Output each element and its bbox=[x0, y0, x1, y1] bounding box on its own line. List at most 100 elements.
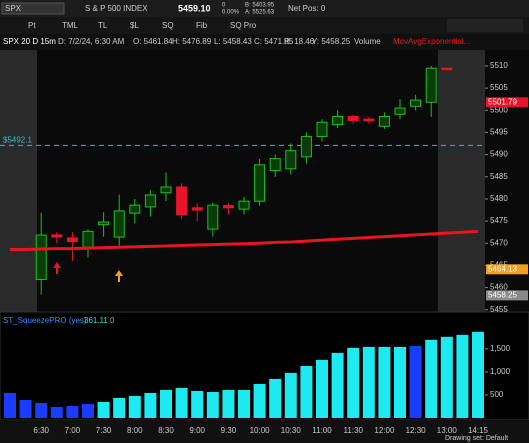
indicator-title: ST_SqueezePRO (yes) bbox=[3, 316, 87, 325]
signal-arrow bbox=[115, 270, 123, 282]
histogram-bar bbox=[347, 347, 360, 418]
x-tick-label: 14:15 bbox=[468, 426, 489, 435]
y-tick-label: 5490 bbox=[490, 150, 508, 159]
price-marker bbox=[486, 264, 528, 275]
candle-body bbox=[300, 135, 312, 158]
x-tick-label: 11:30 bbox=[343, 426, 363, 435]
y-tick-label: 5505 bbox=[490, 83, 508, 92]
histogram-bar bbox=[238, 389, 250, 418]
y-tick-label: 1,500 bbox=[490, 344, 511, 353]
net-pos: Net Pos: 0 bbox=[288, 4, 326, 13]
histogram-bar bbox=[128, 395, 141, 418]
y-tick-label: 5455 bbox=[490, 305, 508, 314]
drawing-set: Drawing set: Default bbox=[445, 435, 508, 442]
histogram-bar bbox=[144, 392, 157, 418]
y-tick-label: 5495 bbox=[490, 128, 508, 137]
premarket-shade bbox=[0, 50, 37, 312]
candle-body bbox=[113, 210, 125, 238]
histogram-bar bbox=[472, 331, 484, 418]
x-tick-label: 10:30 bbox=[281, 426, 302, 435]
x-tick-label: 9:00 bbox=[189, 426, 205, 435]
open: O: 5461.84 bbox=[133, 37, 173, 46]
symbol: SPX bbox=[5, 4, 22, 13]
signal-arrow bbox=[53, 262, 61, 274]
x-tick-label: 12:30 bbox=[406, 426, 427, 435]
candle-body bbox=[35, 234, 47, 280]
x-tick-label: 8:00 bbox=[127, 426, 143, 435]
indicator-readout: 0 bbox=[110, 316, 115, 325]
histogram-bar bbox=[35, 402, 48, 418]
candle-body bbox=[129, 204, 141, 214]
date: D: 7/2/24, 6:30 AM bbox=[58, 37, 125, 46]
range: R: 18.46 bbox=[284, 37, 315, 46]
close: C: 5471.85 bbox=[254, 37, 294, 46]
price-marker bbox=[486, 97, 528, 108]
histogram-bar bbox=[362, 346, 375, 418]
candle-body bbox=[82, 230, 94, 248]
histogram-bar bbox=[425, 339, 438, 418]
candle-body bbox=[316, 121, 328, 137]
y-tick-label: 500 bbox=[490, 390, 504, 399]
candle-body bbox=[394, 107, 406, 115]
tools-bar bbox=[0, 17, 529, 34]
histogram-bar bbox=[300, 365, 313, 418]
candle-body bbox=[66, 237, 78, 243]
price-marker-label: 5501.79 bbox=[488, 97, 517, 106]
histogram-bar bbox=[66, 405, 79, 418]
tool-button[interactable]: TL bbox=[98, 21, 108, 30]
histogram-bar bbox=[4, 392, 16, 418]
candle-body bbox=[207, 204, 219, 230]
level-label: $5492.1 bbox=[3, 135, 32, 144]
window-buttons[interactable] bbox=[447, 19, 523, 32]
y-tick-label: 5485 bbox=[490, 172, 508, 181]
histogram-bar bbox=[394, 346, 406, 418]
x-tick-label: 9:30 bbox=[221, 426, 237, 435]
chart-name: SPX 20 D 15m bbox=[3, 37, 56, 46]
histogram-bar bbox=[409, 345, 422, 418]
tool-button[interactable]: SQ bbox=[162, 21, 174, 30]
candle-body bbox=[441, 67, 453, 71]
candle-body bbox=[176, 186, 188, 216]
y-tick-label: 1,000 bbox=[490, 367, 511, 376]
price-marker-label: 5458.25 bbox=[488, 290, 517, 299]
candle-body bbox=[51, 234, 63, 238]
tool-button[interactable]: $L bbox=[130, 21, 139, 30]
candle-body bbox=[144, 194, 156, 208]
histogram-bar bbox=[440, 336, 453, 418]
volume: Volume bbox=[354, 37, 381, 46]
y-tick-label: 5460 bbox=[490, 283, 508, 292]
histogram-bar bbox=[222, 389, 235, 418]
tool-button[interactable]: Pt bbox=[28, 21, 36, 30]
study: MovAvgExponential... bbox=[393, 37, 470, 46]
tool-button[interactable]: TML bbox=[62, 21, 79, 30]
candle-body bbox=[160, 186, 172, 194]
prev: Y: 5458.25 bbox=[312, 37, 351, 46]
candle-body bbox=[332, 115, 344, 125]
candle-body bbox=[425, 67, 437, 103]
candle-body bbox=[285, 150, 297, 170]
tool-button[interactable]: Fib bbox=[196, 21, 208, 30]
x-tick-label: 8:30 bbox=[158, 426, 174, 435]
candle-body bbox=[363, 118, 375, 122]
histogram-bar bbox=[269, 378, 282, 418]
y-tick-label: 5500 bbox=[490, 105, 508, 114]
candle-body bbox=[191, 207, 203, 211]
candle-body bbox=[347, 115, 359, 121]
ask: A: 5525.63 bbox=[245, 10, 275, 16]
candle-body bbox=[254, 164, 266, 202]
histogram-bar bbox=[456, 334, 469, 418]
y-tick-label: 5510 bbox=[490, 61, 508, 70]
y-tick-label: 5470 bbox=[490, 238, 508, 247]
x-tick-label: 13:00 bbox=[437, 426, 458, 435]
histogram-bar bbox=[316, 359, 328, 418]
symbol-input[interactable] bbox=[1, 2, 65, 15]
histogram-bar bbox=[191, 390, 204, 418]
tool-button[interactable]: SQ Pro bbox=[230, 21, 257, 30]
histogram-bar bbox=[284, 372, 297, 418]
low: L: 5458.43 bbox=[214, 37, 252, 46]
histogram-bar bbox=[378, 346, 391, 418]
histogram-bar bbox=[206, 391, 219, 418]
histogram-bar bbox=[82, 403, 94, 418]
candle-body bbox=[378, 115, 390, 127]
